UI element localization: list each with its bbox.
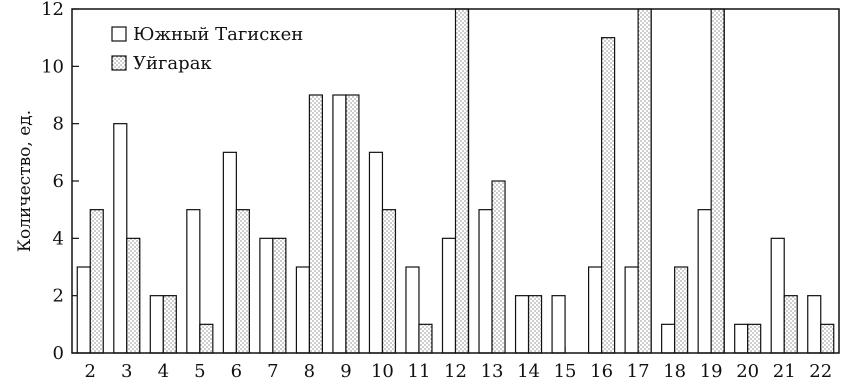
x-tick-label: 12: [444, 361, 467, 382]
bar-uygarak-18: [674, 266, 689, 354]
bar-yuzhny-tagisken-14: [514, 295, 530, 354]
x-tick-label: 7: [267, 361, 278, 382]
legend-label-1: Южный Тагискен: [133, 24, 303, 45]
x-tick-label: 9: [340, 361, 351, 382]
bar-yuzhny-tagisken-8: [295, 266, 311, 354]
x-tick-label: 20: [736, 361, 759, 382]
bar-uygarak-21: [783, 295, 798, 354]
bar-yuzhny-tagisken-16: [587, 266, 603, 354]
bar-yuzhny-tagisken-13: [478, 209, 493, 354]
bar-uygarak-20: [747, 323, 762, 354]
x-tick-label: 5: [194, 361, 205, 382]
bar-yuzhny-tagisken-18: [661, 323, 676, 354]
bar-uygarak-22: [820, 323, 835, 354]
x-tick-label: 10: [371, 361, 394, 382]
bar-yuzhny-tagisken-4: [149, 295, 164, 354]
x-tick-label: 17: [627, 361, 650, 382]
bar-yuzhny-tagisken-11: [405, 266, 420, 354]
x-tick-label: 6: [231, 361, 242, 382]
bar-uygarak-16: [600, 37, 616, 354]
bar-uygarak-14: [527, 295, 543, 354]
x-tick-label: 21: [773, 361, 796, 382]
bar-uygarak-5: [199, 323, 214, 354]
bar-uygarak-9: [345, 94, 360, 354]
legend-swatch-dotted: [111, 55, 127, 71]
legend-swatch-hollow: [111, 26, 127, 42]
bar-yuzhny-tagisken-17: [624, 266, 639, 354]
x-tick-label: 2: [85, 361, 96, 382]
bar-uygarak-8: [308, 94, 324, 354]
y-tick-label: 4: [53, 228, 64, 249]
bar-yuzhny-tagisken-21: [770, 237, 785, 354]
bar-uygarak-7: [272, 237, 287, 354]
bar-uygarak-6: [235, 209, 250, 354]
bar-yuzhny-tagisken-6: [222, 151, 237, 354]
bar-uygarak-11: [418, 323, 433, 354]
x-axis: 2 3 4 5 6 7 8 9 10 11 12 13 14 15 16 17 18 19 20 21 22: [85, 347, 832, 382]
bar-uygarak-4: [162, 295, 177, 354]
bar-yuzhny-tagisken-19: [697, 209, 712, 354]
x-tick-label: 13: [481, 361, 504, 382]
x-tick-label: 15: [554, 361, 577, 382]
x-tick-label: 8: [304, 361, 315, 382]
y-tick-label: 6: [53, 171, 64, 192]
bar-yuzhny-tagisken-2: [76, 266, 91, 354]
boundary-lines: [467, 9, 725, 353]
y-tick-label: 12: [41, 0, 64, 20]
bar-uygarak-19: [710, 8, 725, 354]
bar-uygarak-2: [89, 209, 104, 354]
x-tick-label: 18: [663, 361, 686, 382]
legend: Южный Тагискен Уйгарак: [111, 24, 303, 74]
y-tick-label: 2: [53, 286, 64, 307]
x-tick-label: 22: [809, 361, 832, 382]
x-tick-label: 19: [700, 361, 723, 382]
plot-frame: [71, 8, 840, 354]
bar-uygarak-10: [381, 209, 397, 354]
bar-yuzhny-tagisken-7: [259, 237, 274, 354]
y-tick-label: 0: [53, 343, 64, 364]
x-tick-label: 11: [408, 361, 431, 382]
bar-yuzhny-tagisken-22: [807, 295, 822, 354]
bar-uygarak-13: [491, 180, 506, 354]
bar-yuzhny-tagisken-20: [734, 323, 749, 354]
y-axis: 0 2 4 6 8 10 12: [41, 0, 79, 364]
bar-yuzhny-tagisken-12: [441, 237, 457, 354]
bar-yuzhny-tagisken-5: [186, 209, 201, 354]
y-tick-label: 10: [41, 56, 64, 77]
bars: [76, 8, 835, 354]
bar-yuzhny-tagisken-3: [113, 123, 128, 354]
legend-label-2: Уйгарак: [133, 53, 212, 74]
x-tick-label: 14: [517, 361, 540, 382]
bar-yuzhny-tagisken-15: [551, 295, 566, 354]
x-tick-label: 16: [590, 361, 613, 382]
bar-uygarak-17: [637, 8, 652, 354]
bar-yuzhny-tagisken-9: [332, 94, 347, 354]
y-axis-title: Количество, ед.: [15, 110, 35, 252]
y-tick-label: 8: [53, 114, 64, 135]
x-tick-label: 4: [158, 361, 169, 382]
bar-uygarak-3: [126, 237, 141, 354]
bar-uygarak-12: [454, 8, 470, 354]
bar-yuzhny-tagisken-10: [368, 151, 384, 354]
x-tick-label: 3: [121, 361, 132, 382]
